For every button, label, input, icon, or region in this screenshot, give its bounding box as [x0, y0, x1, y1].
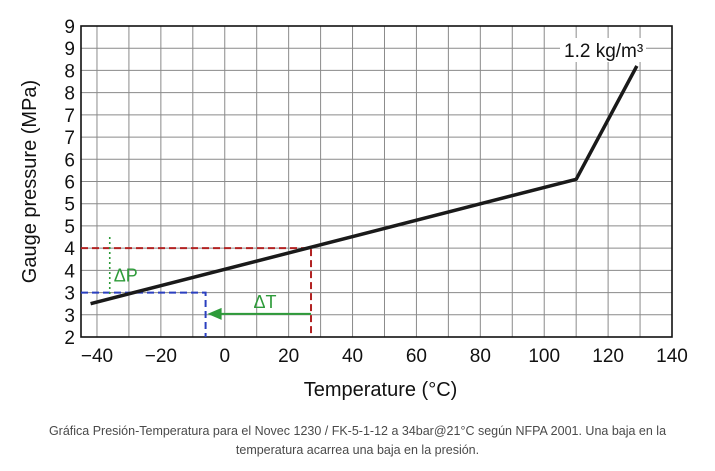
delta-p-label: ΔP: [114, 265, 138, 285]
y-tick-label: 8: [64, 84, 75, 105]
delta-t-label: ΔT: [254, 292, 277, 312]
x-tick-label: 120: [592, 346, 624, 367]
y-tick-label: 9: [64, 39, 75, 60]
x-tick-label: 40: [342, 346, 363, 367]
chart-area: −40 −20 0 20 40 60 80 100 120 140 9 9 8 8 7 7 6 6 5 5 4 4 3 3 2 T…: [19, 17, 688, 401]
x-tick-label: 100: [528, 346, 560, 367]
y-tick-label: 6: [64, 173, 75, 194]
x-tick-label: 0: [219, 346, 230, 367]
x-tick-label: −20: [145, 346, 177, 367]
y-tick-label: 5: [64, 217, 75, 238]
y-axis-title: Gauge pressure (MPa): [19, 80, 41, 283]
caption-line-1: Gráfica Presión-Temperatura para el Nove…: [48, 424, 667, 438]
x-tick-label: 20: [278, 346, 299, 367]
curve-label: 1.2 kg/m³: [564, 41, 643, 62]
y-tick-label: 7: [64, 106, 75, 127]
y-tick-label: 3: [64, 284, 75, 305]
x-tick-label: 80: [470, 346, 491, 367]
y-tick-label: 6: [64, 150, 75, 171]
y-tick-label: 4: [64, 261, 75, 282]
x-axis-title: Temperature (°C): [304, 379, 458, 401]
figure-caption: Gráfica Presión-Temperatura para el Nove…: [20, 422, 695, 460]
x-tick-label: 60: [406, 346, 427, 367]
caption-line-2: temperatura acarrea una baja en la presi…: [235, 443, 480, 457]
y-tick-label: 7: [64, 128, 75, 149]
y-tick-label: 4: [64, 239, 75, 260]
y-tick-label: 3: [64, 306, 75, 327]
y-tick-label: 2: [64, 328, 75, 349]
plot-frame: [80, 25, 673, 338]
delta-t-arrowhead: [207, 307, 222, 320]
y-tick-label: 9: [64, 17, 75, 38]
curve-label-background: [560, 38, 646, 62]
x-tick-label: −40: [81, 346, 113, 367]
high-reference-line: [81, 247, 313, 337]
low-reference-line: [81, 291, 207, 337]
y-tick-label: 8: [64, 61, 75, 82]
series-line: [90, 65, 639, 306]
pressure-temperature-chart: −40 −20 0 20 40 60 80 100 120 140998877665544332T…: [19, 17, 688, 401]
y-tick-label: 5: [64, 195, 75, 216]
x-tick-label: 140: [656, 346, 688, 367]
